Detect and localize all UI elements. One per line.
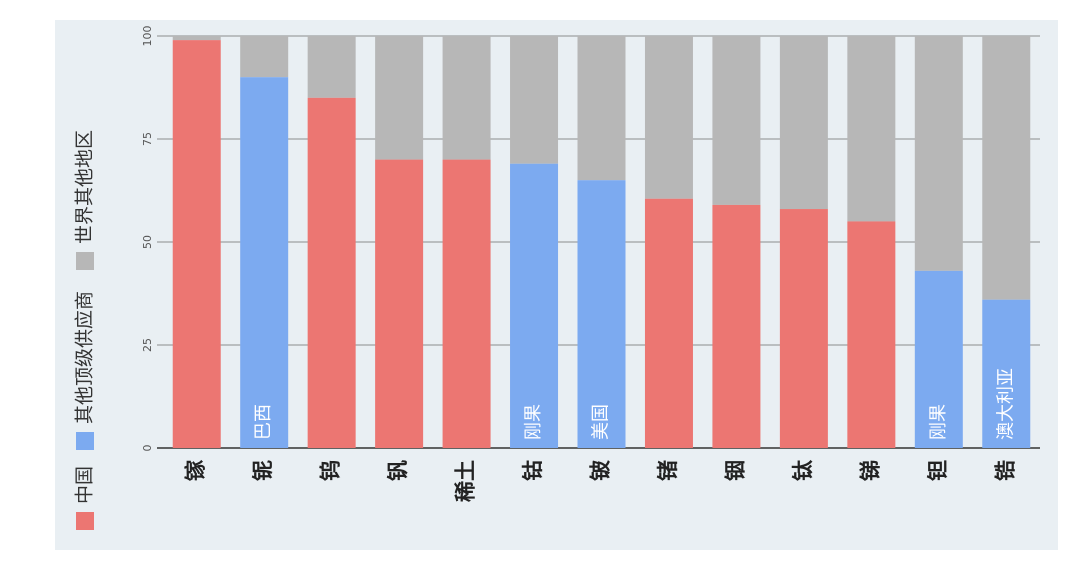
category-label: 钴 [521,460,545,481]
bar-rest-of-world [577,36,626,181]
bar-top-supplier [172,40,221,449]
legend-swatch [76,252,94,270]
bar-country-label: 巴西 [253,404,274,440]
bar-rest-of-world [712,36,761,205]
bar-rest-of-world [510,36,559,164]
bar-rest-of-world [779,36,828,210]
bar-top-supplier [779,209,828,448]
category-label: 钛 [791,459,815,481]
legend-label: 世界其他地区 [74,130,96,244]
bar-rest-of-world [172,36,221,41]
bar-rest-of-world [307,36,356,98]
y-tick-label: 25 [141,338,154,352]
bar-top-supplier [375,159,424,448]
legend-label: 其他顶级供应商 [74,291,96,424]
bar-top-supplier [847,221,896,448]
chart-panel: 0 25 50 75 100 镓 巴西铌 钨 钒 稀土 刚果钴 美国铍 锗 铟 钛 锑 刚果钽 澳大利亚锆 中国 其他… [55,20,1058,550]
bar-country-label: 澳大利亚 [995,368,1016,440]
legend-swatch [76,432,94,450]
category-label: 钨 [319,460,343,481]
category-label: 钽 [926,460,950,481]
category-label: 铍 [589,460,613,481]
category-label: 锆 [993,460,1017,481]
bar-rest-of-world [914,36,963,271]
bar-top-supplier [982,299,1031,448]
bar-top-supplier [240,77,289,448]
category-label: 稀土 [454,460,478,502]
bar-rest-of-world [644,36,693,199]
legend-swatch [76,512,94,530]
category-label: 锗 [656,460,680,481]
category-label: 镓 [184,459,208,481]
bar-top-supplier [442,159,491,448]
y-tick-label: 50 [141,235,154,249]
bar-top-supplier [510,163,559,448]
y-tick-label: 0 [141,445,154,452]
category-label: 铟 [723,460,747,481]
bar-rest-of-world [442,36,491,160]
bar-country-label: 美国 [591,404,612,440]
bar-rest-of-world [240,36,289,78]
bar-rest-of-world [982,36,1031,300]
bar-top-supplier [914,270,963,448]
category-label: 锑 [858,460,882,481]
legend-label: 中国 [74,466,96,504]
bar-top-supplier [712,204,761,448]
y-tick-label: 100 [141,26,154,47]
bar-country-label: 刚果 [523,404,544,440]
category-label: 钒 [386,460,410,481]
bar-rest-of-world [375,36,424,160]
bar-top-supplier [577,180,626,448]
bar-top-supplier [644,198,693,448]
bar-rest-of-world [847,36,896,222]
category-label: 铌 [251,460,275,481]
y-tick-label: 75 [141,132,154,146]
bar-top-supplier [307,97,356,449]
bar-country-label: 刚果 [928,404,949,440]
